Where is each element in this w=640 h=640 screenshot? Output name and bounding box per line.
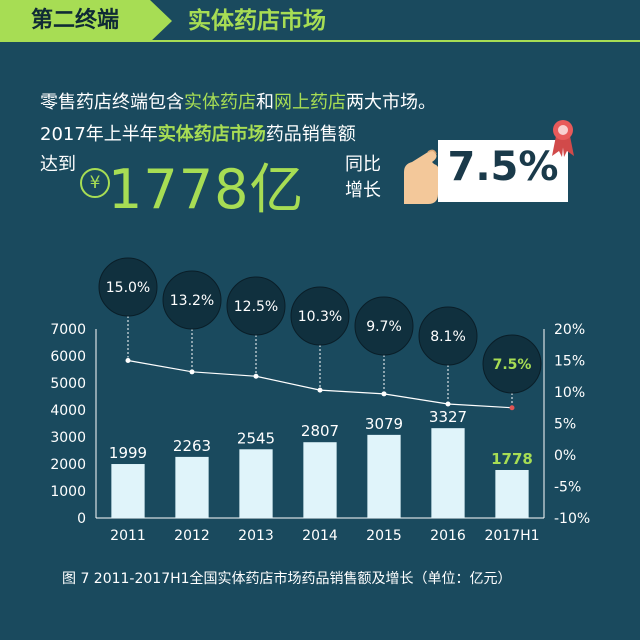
- bar-2012: [175, 456, 209, 518]
- growth-point: [445, 401, 451, 407]
- bar-2017H1: [495, 469, 529, 518]
- y2-tick-label: 15%: [554, 354, 585, 370]
- y-tick-label: 1000: [50, 484, 86, 500]
- y2-tick-label: 20%: [554, 322, 585, 338]
- growth-point: [381, 391, 387, 397]
- x-tick-label: 2013: [238, 528, 274, 544]
- bar-2016: [431, 428, 465, 518]
- y-tick-label: 7000: [50, 322, 86, 338]
- growth-bubble: [226, 276, 286, 336]
- reach-label: 达到: [40, 154, 76, 175]
- intro-text: 零售药店终端包含: [40, 92, 184, 113]
- bar-2013: [239, 449, 273, 518]
- y-tick-label: 6000: [50, 349, 86, 365]
- growth-label: 10.3%: [298, 309, 342, 325]
- y2-tick-label: 5%: [554, 417, 576, 433]
- growth-label: 15.0%: [106, 280, 150, 296]
- intro-text: 两大市场。: [346, 92, 436, 113]
- y2-tick-label: 0%: [554, 448, 576, 464]
- award-ribbon-icon: [552, 120, 574, 157]
- growth-bubble: [418, 306, 478, 366]
- bar-value-label: 3327: [429, 408, 467, 426]
- yoy-label: 同比增长: [345, 154, 381, 201]
- bar-value-label: 1999: [109, 444, 147, 462]
- y-tick-label: 0: [77, 511, 86, 527]
- section-title: 实体药店市场: [188, 8, 326, 34]
- y-tick-label: 3000: [50, 430, 86, 446]
- bar-value-label: 2807: [301, 422, 339, 440]
- y2-tick-label: 10%: [554, 385, 585, 401]
- growth-label: 7.5%: [493, 357, 532, 373]
- intro-text: 和: [256, 92, 274, 113]
- growth-label: 12.5%: [234, 299, 278, 315]
- y2-tick-label: -10%: [554, 511, 590, 527]
- intro-line-2: 2017年上半年实体药店市场药品销售额: [40, 120, 356, 146]
- header-rule: [150, 40, 640, 42]
- bar-value-label: 2263: [173, 437, 211, 455]
- intro-highlight: 实体药店: [184, 92, 256, 113]
- growth-bubble: [482, 334, 542, 394]
- bar-2015: [367, 434, 401, 518]
- figure-caption: 图 7 2011-2017H1全国实体药店市场药品销售额及增长（单位：亿元）: [62, 571, 512, 587]
- intro-text: 药品销售额: [265, 124, 356, 145]
- x-tick-label: 2011: [110, 528, 146, 544]
- bar-value-label: 3079: [365, 415, 403, 433]
- growth-point: [317, 387, 323, 393]
- growth-bubble: [290, 286, 350, 346]
- bar-2011: [111, 464, 145, 518]
- sales-amount: 1778亿: [108, 158, 305, 221]
- growth-point: [253, 373, 259, 379]
- intro-line-1: 零售药店终端包含实体药店和网上药店两大市场。: [40, 88, 436, 114]
- x-tick-label: 2014: [302, 528, 338, 544]
- x-tick-label: 2017H1: [484, 528, 539, 544]
- y-tick-label: 5000: [50, 376, 86, 392]
- growth-point: [125, 358, 131, 363]
- bar-value-label: 1778: [491, 450, 533, 468]
- growth-label: 8.1%: [430, 329, 466, 345]
- growth-bubble: [162, 270, 222, 330]
- intro-text: 2017年上半年: [40, 124, 158, 145]
- x-tick-label: 2012: [174, 528, 210, 544]
- growth-line: [127, 359, 513, 409]
- y2-tick-label: -5%: [554, 480, 581, 496]
- x-tick-label: 2016: [430, 528, 466, 544]
- intro-highlight: 实体药店市场: [157, 124, 266, 145]
- bar-value-label: 2545: [237, 429, 275, 447]
- yen-icon: ¥: [80, 168, 110, 198]
- growth-point: [189, 369, 195, 375]
- growth-label: 13.2%: [170, 293, 214, 309]
- y-tick-label: 2000: [50, 457, 86, 473]
- growth-bubble: [354, 296, 414, 356]
- y-tick-label: 4000: [50, 403, 86, 419]
- growth-rate: 7.5%: [447, 144, 559, 190]
- hand-icon: [404, 149, 439, 204]
- growth-rate-card: 7.5%: [438, 140, 568, 202]
- growth-label: 9.7%: [366, 319, 402, 335]
- intro-highlight: 网上药店: [274, 92, 346, 113]
- x-tick-label: 2015: [366, 528, 402, 544]
- bar-2014: [303, 442, 337, 518]
- growth-bubble: [98, 257, 158, 317]
- growth-point: [509, 405, 515, 411]
- sales-growth-chart: 0 1000 2000 3000 4000 5000 6000 7000 -10% -5% 0% 5%…: [50, 257, 590, 544]
- section-tag: 第二终端: [0, 0, 172, 42]
